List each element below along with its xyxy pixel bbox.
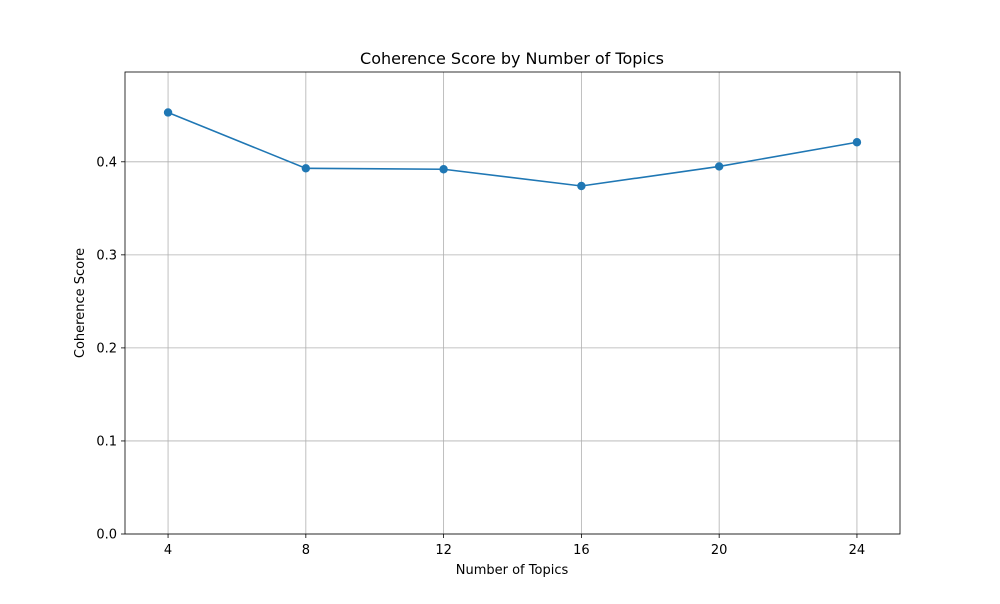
data-point <box>301 164 311 173</box>
x-tick-label: 20 <box>711 543 728 558</box>
axes <box>124 71 901 535</box>
x-tick-label: 8 <box>302 543 310 558</box>
data-point <box>163 108 173 117</box>
y-tick-label: 0.4 <box>96 155 117 170</box>
chart-title: Coherence Score by Number of Topics <box>360 49 664 68</box>
x-axis-label: Number of Topics <box>456 563 569 578</box>
x-tick-label: 4 <box>164 543 172 558</box>
data-point <box>852 138 862 147</box>
y-tick-label: 0.3 <box>96 248 117 263</box>
x-tick-label: 16 <box>573 543 590 558</box>
x-tick-label: 12 <box>435 543 452 558</box>
data-point <box>439 165 448 174</box>
y-tick-label: 0.0 <box>96 528 117 543</box>
x-tick-label: 24 <box>849 543 866 558</box>
data-point <box>714 162 724 171</box>
plot-frame <box>124 71 901 535</box>
series-line <box>167 111 858 187</box>
y-axis-label: Coherence Score <box>73 248 88 358</box>
data-point <box>577 181 586 191</box>
series-layer <box>163 108 862 191</box>
y-tick-label: 0.1 <box>96 434 117 449</box>
y-tick-label: 0.2 <box>96 341 117 356</box>
ticks: 4 8 12 16 20 24 0.0 0.1 0.2 0.3 0.4 <box>96 155 865 558</box>
